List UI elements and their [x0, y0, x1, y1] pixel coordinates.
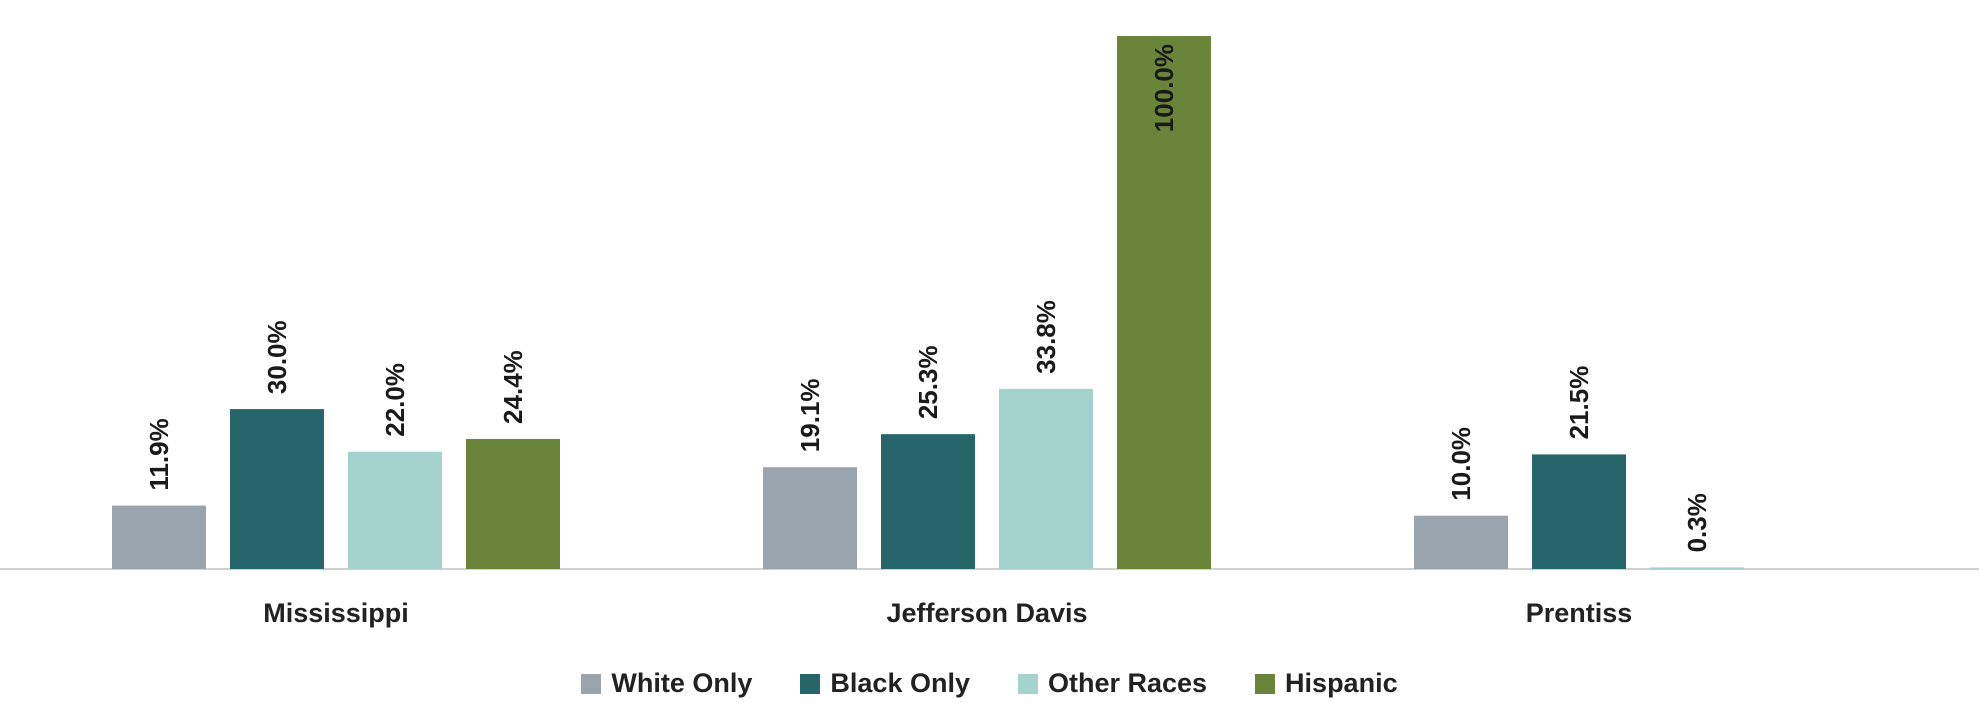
bar-black-only-jefferson-davis [881, 434, 975, 569]
legend-item-hispanic: Hispanic [1255, 668, 1398, 699]
bar-black-only-prentiss [1532, 454, 1626, 569]
data-label: 0.3% [1682, 493, 1712, 552]
bar-white-only-jefferson-davis [763, 467, 857, 569]
bar-hispanic-jefferson-davis [1117, 36, 1211, 569]
legend-swatch [1017, 673, 1038, 694]
bar-black-only-mississippi [230, 409, 324, 569]
legend-label: Other Races [1047, 668, 1208, 698]
data-label: 25.3% [913, 345, 943, 419]
legend-swatch [800, 673, 821, 694]
data-label: 10.0% [1446, 427, 1476, 501]
legend-label: Black Only [830, 668, 970, 698]
data-label: 21.5% [1564, 366, 1594, 440]
legend-item-other-races: Other Races [1017, 668, 1208, 699]
bar-other-races-jefferson-davis [999, 388, 1093, 569]
legend-item-black-only: Black Only [800, 668, 970, 699]
data-label: 19.1% [795, 378, 825, 452]
bar-white-only-mississippi [112, 505, 206, 569]
bar-other-races-prentiss [1650, 567, 1744, 570]
legend-label: White Only [611, 668, 753, 698]
bar-hispanic-mississippi [466, 438, 560, 569]
data-label: 33.8% [1031, 300, 1061, 374]
data-label: 11.9% [144, 418, 174, 490]
category-label: Mississippi [263, 598, 409, 628]
data-label: 24.4% [498, 350, 528, 424]
category-label: Prentiss [1526, 598, 1633, 628]
bar-other-races-mississippi [348, 451, 442, 569]
data-label: 22.0% [380, 363, 410, 437]
category-label: Jefferson Davis [886, 598, 1087, 628]
legend: White Only Black Only Other Races Hispanic [0, 668, 1979, 699]
legend-label: Hispanic [1285, 668, 1398, 698]
data-label: 100.0% [1149, 44, 1179, 132]
legend-swatch [1255, 673, 1276, 694]
legend-swatch [581, 673, 602, 694]
data-label: 30.0% [262, 320, 292, 394]
bar-white-only-prentiss [1414, 515, 1508, 569]
legend-item-white-only: White Only [581, 668, 752, 699]
